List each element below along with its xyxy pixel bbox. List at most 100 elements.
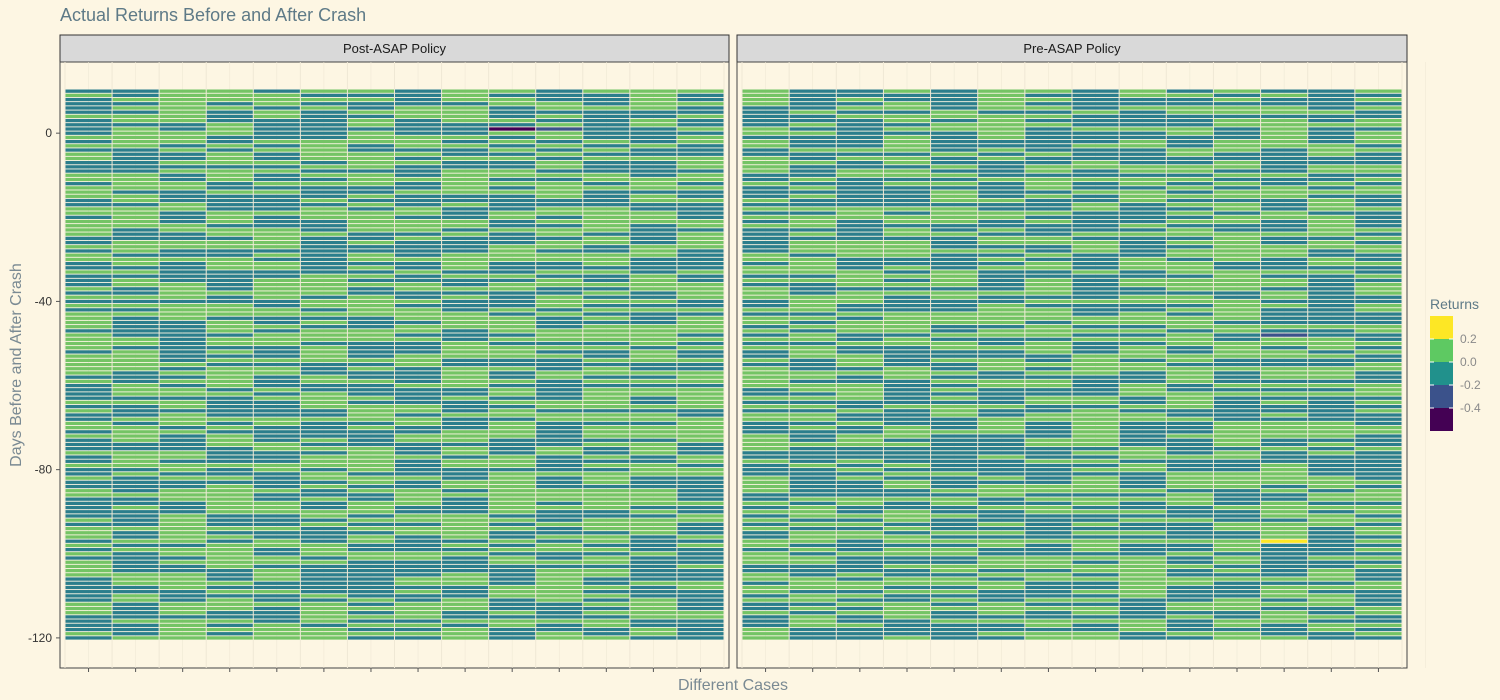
heatmap-tile bbox=[347, 468, 394, 472]
heatmap-tile bbox=[836, 421, 883, 426]
heatmap-tile bbox=[159, 123, 206, 127]
heatmap-tile bbox=[1261, 148, 1308, 152]
heatmap-tile bbox=[742, 274, 789, 278]
heatmap-tile bbox=[159, 636, 206, 640]
heatmap-tile bbox=[883, 266, 931, 270]
heatmap-tile bbox=[1355, 459, 1402, 463]
heatmap-tile bbox=[1072, 102, 1119, 106]
heatmap-tile bbox=[1308, 611, 1355, 615]
heatmap-tile bbox=[536, 602, 583, 606]
heatmap-tile bbox=[978, 447, 1025, 451]
heatmap-tile bbox=[677, 354, 724, 358]
heatmap-tile bbox=[836, 295, 883, 299]
heatmap-tile bbox=[347, 312, 394, 316]
heatmap-tile bbox=[1308, 350, 1355, 354]
heatmap-tile bbox=[742, 438, 789, 442]
heatmap-tile bbox=[489, 304, 536, 308]
heatmap-tile bbox=[1072, 522, 1119, 527]
heatmap-tile bbox=[1308, 346, 1355, 350]
heatmap-tile bbox=[253, 560, 300, 564]
heatmap-tile bbox=[442, 484, 489, 489]
heatmap-tile bbox=[1072, 287, 1119, 291]
heatmap-tile bbox=[1261, 455, 1308, 459]
heatmap-tile bbox=[536, 413, 583, 417]
heatmap-tile bbox=[677, 606, 724, 611]
heatmap-tile bbox=[978, 526, 1025, 531]
heatmap-tile bbox=[1166, 287, 1213, 291]
heatmap-tile bbox=[836, 312, 883, 316]
heatmap-tile bbox=[159, 110, 206, 114]
heatmap-tile bbox=[1119, 161, 1166, 165]
heatmap-tile bbox=[836, 564, 883, 569]
heatmap-tile bbox=[1355, 135, 1402, 140]
heatmap-tile bbox=[112, 194, 159, 198]
heatmap-tile bbox=[159, 522, 206, 527]
heatmap-tile bbox=[206, 472, 253, 476]
heatmap-tile bbox=[112, 139, 159, 144]
heatmap-tile bbox=[206, 287, 253, 291]
heatmap-tile bbox=[300, 627, 347, 632]
heatmap-tile bbox=[159, 434, 206, 438]
heatmap-tile bbox=[1072, 451, 1119, 455]
heatmap-tile bbox=[883, 514, 931, 518]
heatmap-tile bbox=[677, 89, 724, 93]
heatmap-tile bbox=[1213, 131, 1261, 135]
heatmap-tile bbox=[1213, 253, 1261, 257]
heatmap-tile bbox=[395, 287, 442, 291]
heatmap-tile bbox=[1261, 409, 1308, 413]
heatmap-tile bbox=[1119, 139, 1166, 144]
heatmap-tile bbox=[836, 329, 883, 333]
heatmap-tile bbox=[206, 463, 253, 468]
heatmap-tile bbox=[677, 215, 724, 219]
heatmap-tile bbox=[583, 547, 630, 552]
heatmap-tile bbox=[112, 114, 159, 119]
heatmap-tile bbox=[742, 480, 789, 484]
heatmap-tile bbox=[65, 177, 112, 182]
heatmap-tile bbox=[978, 337, 1025, 341]
heatmap-tile bbox=[395, 526, 442, 531]
heatmap-tile bbox=[836, 543, 883, 548]
heatmap-tile bbox=[1308, 459, 1355, 463]
heatmap-tile bbox=[1119, 497, 1166, 501]
heatmap-tile bbox=[347, 434, 394, 438]
heatmap-tile bbox=[206, 240, 253, 245]
heatmap-tile bbox=[489, 375, 536, 379]
heatmap-tile bbox=[395, 320, 442, 325]
heatmap-tile bbox=[789, 249, 836, 253]
heatmap-tile bbox=[1166, 182, 1213, 186]
heatmap-tile bbox=[677, 203, 724, 207]
heatmap-tile bbox=[536, 295, 583, 299]
heatmap-tile bbox=[489, 135, 536, 140]
heatmap-tile bbox=[836, 362, 883, 367]
heatmap-tile bbox=[1119, 135, 1166, 140]
heatmap-tile bbox=[789, 371, 836, 375]
heatmap-tile bbox=[1261, 606, 1308, 611]
heatmap-tile bbox=[1025, 438, 1072, 442]
heatmap-tile bbox=[300, 89, 347, 93]
heatmap-tile bbox=[931, 354, 978, 358]
heatmap-tile bbox=[583, 224, 630, 228]
heatmap-tile bbox=[931, 358, 978, 362]
heatmap-tile bbox=[883, 594, 931, 598]
heatmap-tile bbox=[1025, 333, 1072, 337]
heatmap-tile bbox=[1025, 421, 1072, 426]
heatmap-tile bbox=[630, 556, 677, 560]
heatmap-tile bbox=[677, 518, 724, 522]
heatmap-tile bbox=[789, 257, 836, 262]
heatmap-tile bbox=[1072, 606, 1119, 611]
heatmap-tile bbox=[1261, 261, 1308, 266]
heatmap-tile bbox=[159, 341, 206, 346]
heatmap-tile bbox=[442, 337, 489, 341]
heatmap-tile bbox=[1355, 329, 1402, 333]
heatmap-tile bbox=[931, 123, 978, 127]
heatmap-tile bbox=[253, 123, 300, 127]
heatmap-tile bbox=[159, 468, 206, 472]
heatmap-tile bbox=[159, 131, 206, 135]
heatmap-tile bbox=[1308, 564, 1355, 569]
heatmap-tile bbox=[395, 228, 442, 232]
heatmap-tile bbox=[1025, 379, 1072, 384]
heatmap-tile bbox=[112, 190, 159, 194]
heatmap-tile bbox=[536, 421, 583, 426]
heatmap-tile bbox=[65, 375, 112, 379]
heatmap-tile bbox=[1355, 383, 1402, 388]
